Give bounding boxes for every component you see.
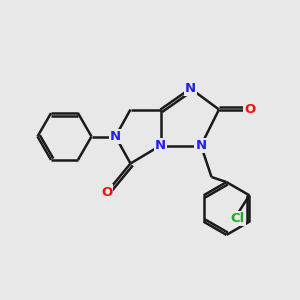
Text: N: N [185,82,196,95]
Text: N: N [155,139,166,152]
Text: O: O [101,185,112,199]
Text: N: N [110,130,121,143]
Text: N: N [195,139,207,152]
Text: O: O [244,103,256,116]
Text: Cl: Cl [230,212,244,225]
